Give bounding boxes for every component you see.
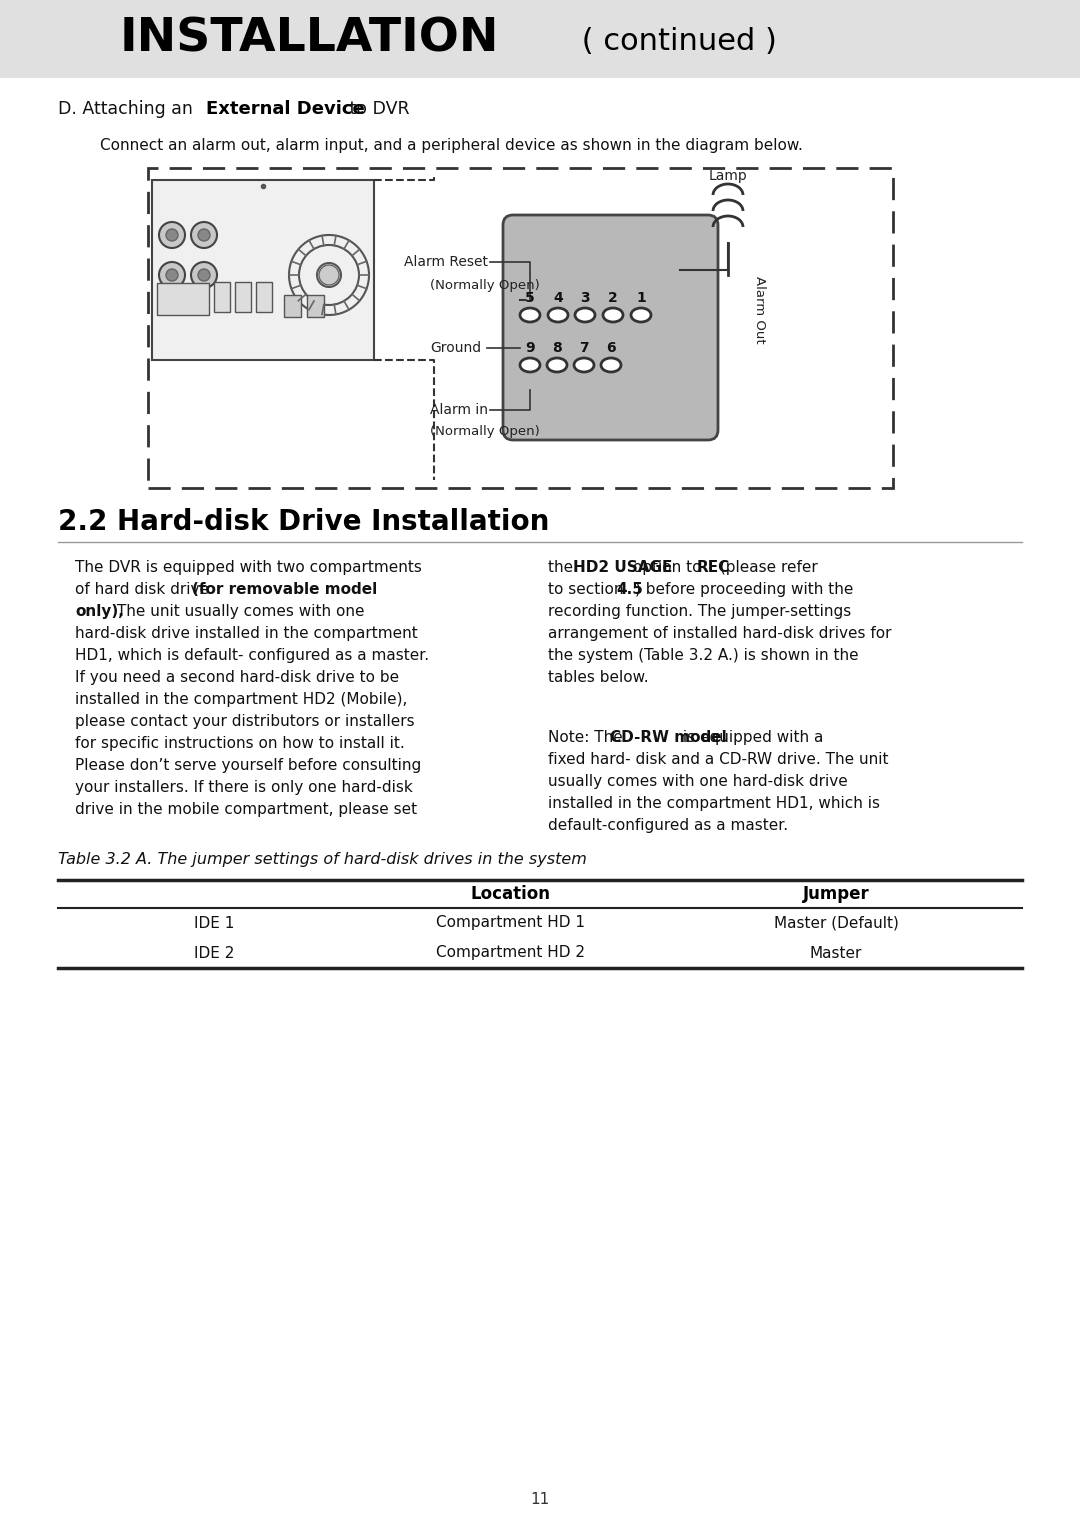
Text: External Device: External Device [206, 99, 365, 118]
Text: installed in the compartment HD1, which is: installed in the compartment HD1, which … [548, 796, 880, 811]
Text: Compartment HD 2: Compartment HD 2 [435, 945, 584, 960]
Text: HD1, which is default- configured as a master.: HD1, which is default- configured as a m… [75, 647, 429, 663]
Bar [256, 282, 272, 312]
Text: option to: option to [629, 560, 706, 576]
Text: (please refer: (please refer [715, 560, 818, 576]
Text: The unit usually comes with one: The unit usually comes with one [112, 605, 365, 618]
Ellipse shape [603, 308, 623, 322]
Text: 9: 9 [525, 341, 535, 354]
Circle shape [319, 266, 339, 286]
Text: Note: The: Note: The [548, 730, 627, 745]
Text: IDE 1: IDE 1 [193, 916, 234, 930]
Text: tables below.: tables below. [548, 670, 649, 686]
Text: ) before proceeding with the: ) before proceeding with the [635, 582, 853, 597]
Text: Compartment HD 1: Compartment HD 1 [435, 916, 584, 930]
Circle shape [159, 263, 185, 289]
Text: 8: 8 [552, 341, 562, 354]
Ellipse shape [573, 357, 594, 373]
Ellipse shape [519, 308, 540, 322]
Circle shape [166, 269, 178, 281]
Text: to section: to section [548, 582, 629, 597]
Circle shape [191, 221, 217, 247]
Text: Master: Master [810, 945, 862, 960]
Text: 11: 11 [530, 1492, 550, 1507]
Text: Table 3.2 A. The jumper settings of hard-disk drives in the system: Table 3.2 A. The jumper settings of hard… [58, 852, 586, 867]
Text: is equipped with a: is equipped with a [678, 730, 823, 745]
Text: Alarm in: Alarm in [430, 403, 488, 417]
Text: 4.5: 4.5 [616, 582, 643, 597]
Bar [235, 282, 251, 312]
Text: The DVR is equipped with two compartments: The DVR is equipped with two compartment… [75, 560, 422, 576]
Text: Location: Location [470, 886, 550, 902]
Text: installed in the compartment HD2 (Mobile),: installed in the compartment HD2 (Mobile… [75, 692, 407, 707]
Text: (Normally Open): (Normally Open) [430, 426, 540, 438]
Text: please contact your distributors or installers: please contact your distributors or inst… [75, 715, 415, 728]
Ellipse shape [631, 308, 651, 322]
Text: 7: 7 [579, 341, 589, 354]
Text: of hard disk drive: of hard disk drive [75, 582, 214, 597]
Text: Please don’t serve yourself before consulting: Please don’t serve yourself before consu… [75, 757, 421, 773]
Bar [214, 282, 230, 312]
Text: 4: 4 [553, 292, 563, 305]
Text: (for removable model: (for removable model [192, 582, 378, 597]
Text: 5: 5 [525, 292, 535, 305]
Text: the: the [548, 560, 578, 576]
Text: CD-RW model: CD-RW model [610, 730, 727, 745]
Ellipse shape [600, 357, 621, 373]
Ellipse shape [548, 308, 568, 322]
Text: INSTALLATION: INSTALLATION [120, 17, 499, 61]
Bar [307, 295, 324, 318]
Text: ( continued ): ( continued ) [572, 27, 777, 56]
FancyBboxPatch shape [503, 215, 718, 440]
Text: recording function. The jumper-settings: recording function. The jumper-settings [548, 605, 851, 618]
Bar [152, 180, 374, 360]
Bar [148, 168, 893, 489]
Text: default-configured as a master.: default-configured as a master. [548, 818, 788, 834]
Text: (Normally Open): (Normally Open) [430, 278, 540, 292]
Text: HD2 USAGE: HD2 USAGE [572, 560, 672, 576]
Text: only),: only), [75, 605, 124, 618]
Bar [157, 282, 210, 315]
Circle shape [166, 229, 178, 241]
Text: Alarm Out: Alarm Out [754, 276, 767, 344]
Circle shape [198, 229, 210, 241]
Text: D. Attaching an: D. Attaching an [58, 99, 199, 118]
Text: fixed hard- disk and a CD-RW drive. The unit: fixed hard- disk and a CD-RW drive. The … [548, 751, 889, 767]
Text: for specific instructions on how to install it.: for specific instructions on how to inst… [75, 736, 405, 751]
Text: arrangement of installed hard-disk drives for: arrangement of installed hard-disk drive… [548, 626, 891, 641]
Text: If you need a second hard-disk drive to be: If you need a second hard-disk drive to … [75, 670, 400, 686]
Circle shape [198, 269, 210, 281]
Text: usually comes with one hard-disk drive: usually comes with one hard-disk drive [548, 774, 848, 789]
Text: the system (Table 3.2 A.) is shown in the: the system (Table 3.2 A.) is shown in th… [548, 647, 859, 663]
Text: 3: 3 [580, 292, 590, 305]
Text: REC: REC [697, 560, 730, 576]
Text: Jumper: Jumper [802, 886, 869, 902]
Text: Ground: Ground [430, 341, 481, 354]
Text: 2.2 Hard-disk Drive Installation: 2.2 Hard-disk Drive Installation [58, 508, 550, 536]
Text: to DVR: to DVR [345, 99, 409, 118]
Circle shape [191, 263, 217, 289]
Text: 6: 6 [606, 341, 616, 354]
Ellipse shape [575, 308, 595, 322]
Bar [0, 0, 1080, 78]
Text: Master (Default): Master (Default) [773, 916, 899, 930]
Text: your installers. If there is only one hard-disk: your installers. If there is only one ha… [75, 780, 413, 796]
Text: Connect an alarm out, alarm input, and a peripheral device as shown in the diagr: Connect an alarm out, alarm input, and a… [100, 137, 802, 153]
Text: Alarm Reset: Alarm Reset [404, 255, 488, 269]
Text: drive in the mobile compartment, please set: drive in the mobile compartment, please … [75, 802, 417, 817]
Text: IDE 2: IDE 2 [193, 945, 234, 960]
Bar [284, 295, 301, 318]
Text: hard-disk drive installed in the compartment: hard-disk drive installed in the compart… [75, 626, 418, 641]
Text: Lamp: Lamp [708, 169, 747, 183]
Ellipse shape [546, 357, 567, 373]
Text: 2: 2 [608, 292, 618, 305]
Ellipse shape [519, 357, 540, 373]
Circle shape [159, 221, 185, 247]
Text: 1: 1 [636, 292, 646, 305]
